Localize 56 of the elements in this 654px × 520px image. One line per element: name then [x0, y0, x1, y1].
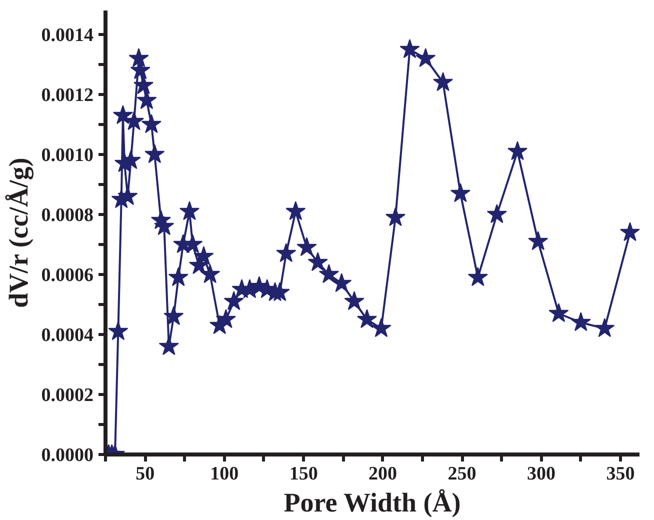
- point: [154, 216, 174, 236]
- point: [216, 309, 236, 328]
- x-tick-label: 50: [136, 464, 155, 484]
- point: [594, 318, 615, 338]
- point: [486, 204, 507, 224]
- point: [570, 312, 591, 332]
- point: [296, 237, 317, 256]
- y-tick-label: 0.0006: [41, 265, 94, 286]
- x-tick-label: 100: [210, 464, 239, 484]
- point: [164, 306, 184, 326]
- point: [507, 141, 528, 160]
- point: [433, 72, 454, 92]
- y-tick-label: 0.0004: [41, 325, 94, 346]
- point: [276, 243, 296, 262]
- y-axis-title: dV/r (cc/Å/g): [3, 158, 34, 308]
- point: [200, 264, 220, 284]
- point: [528, 231, 548, 250]
- y-tick-label: 0.0008: [41, 205, 94, 226]
- y-tick-label: 0.0012: [41, 85, 94, 106]
- point: [318, 264, 339, 284]
- x-tick-label: 200: [368, 464, 398, 484]
- point: [286, 201, 306, 220]
- point: [120, 150, 141, 170]
- y-tick-label: 0.0010: [41, 145, 94, 166]
- x-axis-title: Pore Width (Å): [284, 488, 461, 518]
- point: [356, 309, 377, 328]
- y-tick-label: 0.0014: [41, 25, 94, 46]
- x-tick-label: 150: [289, 464, 318, 484]
- point: [416, 48, 436, 68]
- point: [194, 246, 214, 266]
- point: [468, 267, 488, 286]
- point: [144, 144, 165, 164]
- point: [385, 207, 406, 226]
- point: [344, 291, 364, 310]
- point: [108, 321, 128, 340]
- point: [179, 201, 200, 220]
- x-tick-label: 350: [606, 464, 635, 484]
- point: [128, 48, 149, 68]
- point: [168, 267, 188, 286]
- point: [548, 303, 569, 322]
- point: [450, 183, 470, 202]
- point: [620, 222, 640, 242]
- point: [371, 318, 392, 338]
- y-tick-label: 0.0000: [41, 445, 94, 466]
- y-tick-label: 0.0002: [41, 385, 94, 406]
- x-tick-label: 250: [448, 464, 476, 484]
- point: [158, 336, 179, 356]
- point: [112, 105, 133, 124]
- point: [141, 114, 162, 134]
- point: [400, 39, 420, 58]
- point: [308, 252, 328, 272]
- point: [332, 273, 352, 292]
- point: [136, 90, 157, 110]
- point: [134, 75, 154, 94]
- x-tick-label: 300: [527, 464, 556, 484]
- point: [224, 291, 244, 310]
